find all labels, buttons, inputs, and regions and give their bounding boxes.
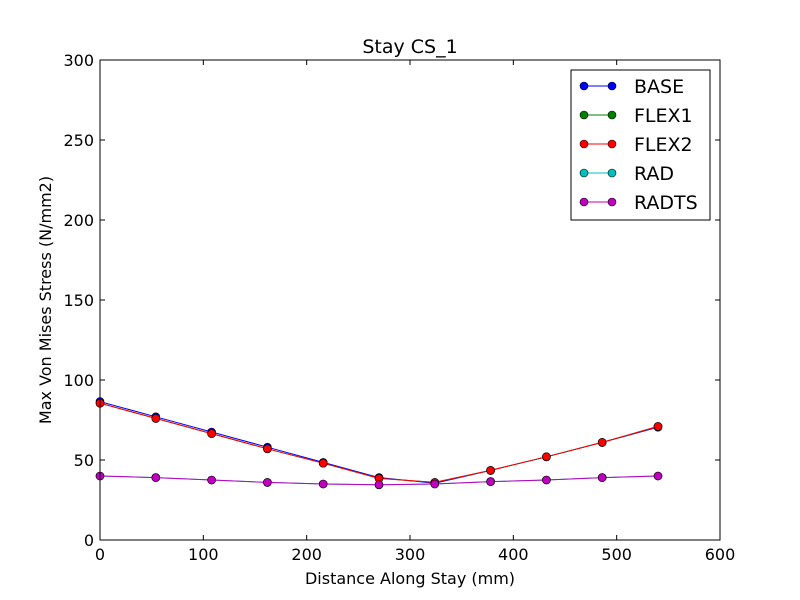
y-tick-label: 200 — [63, 211, 94, 230]
series-radts — [95, 471, 663, 490]
legend-marker — [579, 168, 589, 178]
x-tick-label: 100 — [188, 545, 219, 564]
legend-marker — [607, 139, 617, 149]
data-point-radts — [430, 479, 440, 489]
series-layer — [95, 397, 663, 490]
data-point-radts — [151, 473, 161, 482]
data-point-radts — [374, 480, 384, 490]
data-point-flex2 — [542, 452, 551, 462]
x-tick-label: 300 — [395, 545, 426, 564]
legend-label: FLEX2 — [634, 134, 693, 156]
data-point-radts — [318, 479, 328, 489]
y-tick-label: 150 — [63, 291, 94, 310]
y-axis-label: Max Von Mises Stress (N/mm2) — [36, 176, 55, 424]
x-tick-label: 600 — [705, 545, 736, 564]
data-point-flex2 — [151, 414, 161, 423]
legend-marker — [607, 168, 617, 178]
x-tick-label: 500 — [601, 545, 632, 564]
data-point-flex2 — [263, 444, 272, 454]
legend-entry-radts: RADTS — [579, 192, 698, 214]
chart-title: Stay CS_1 — [362, 36, 457, 58]
legend-marker — [607, 81, 617, 91]
legend-label: BASE — [634, 76, 684, 98]
y-tick-label: 300 — [63, 51, 94, 70]
data-point-radts — [263, 478, 272, 487]
legend-marker — [607, 197, 617, 207]
ticks-layer: 0 100 200 300 400 500 600 0 50 100 150 200 250 300 — [63, 51, 735, 564]
legend-entry-base: BASE — [579, 76, 684, 98]
data-point-flex2 — [653, 422, 663, 431]
data-point-radts — [597, 473, 607, 482]
data-point-radts — [542, 475, 551, 485]
data-point-radts — [486, 477, 495, 486]
series-flex2 — [95, 398, 663, 487]
y-tick-label: 50 — [74, 451, 94, 470]
y-tick-label: 100 — [63, 371, 94, 390]
legend: BASE FLEX1 FLEX2 RAD RADTS — [570, 69, 711, 221]
x-axis-label: Distance Along Stay (mm) — [305, 569, 515, 588]
legend-frame — [570, 69, 711, 221]
data-point-radts — [653, 471, 663, 481]
x-tick-label: 0 — [95, 545, 105, 564]
x-tick-label: 200 — [291, 545, 322, 564]
legend-marker — [607, 110, 617, 120]
legend-label: RADTS — [634, 192, 698, 214]
data-point-flex2 — [597, 438, 607, 447]
legend-entry-flex2: FLEX2 — [579, 134, 693, 156]
legend-marker — [579, 81, 589, 91]
data-point-radts — [207, 475, 216, 485]
x-tick-label: 400 — [498, 545, 529, 564]
legend-label: FLEX1 — [634, 105, 693, 127]
legend-marker — [579, 197, 589, 207]
legend-label: RAD — [634, 163, 674, 185]
y-tick-label: 0 — [84, 531, 94, 550]
data-point-flex2 — [486, 466, 495, 475]
data-point-flex2 — [207, 429, 216, 438]
y-tick-label: 250 — [63, 131, 94, 150]
legend-marker — [579, 110, 589, 120]
data-point-flex2 — [318, 458, 328, 468]
legend-marker — [579, 139, 589, 149]
legend-entry-flex1: FLEX1 — [579, 105, 693, 127]
legend-entry-rad: RAD — [579, 163, 674, 185]
